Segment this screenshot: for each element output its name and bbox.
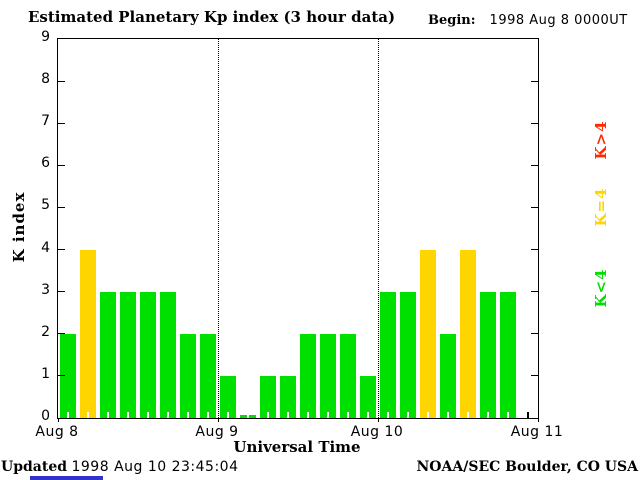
x-minor-tick xyxy=(427,412,429,418)
kp-bar xyxy=(300,334,316,418)
x-minor-tick xyxy=(367,412,369,418)
y-tick-label: 1 xyxy=(41,365,50,382)
x-minor-tick xyxy=(527,412,529,418)
kp-bar xyxy=(280,376,296,418)
y-tick-label: 7 xyxy=(41,113,50,130)
kp-bar xyxy=(400,292,416,418)
kp-bar xyxy=(140,292,156,418)
kp-bar xyxy=(220,376,236,418)
x-minor-tick xyxy=(147,412,149,418)
x-tick-label: Aug 10 xyxy=(350,424,404,440)
legend-k-eq-4: K=4 xyxy=(592,187,610,227)
x-minor-tick xyxy=(267,412,269,418)
kp-bar xyxy=(260,376,276,418)
kp-bar xyxy=(100,292,116,418)
x-minor-tick xyxy=(487,412,489,418)
x-tick-label: Aug 11 xyxy=(510,424,564,440)
x-minor-tick xyxy=(387,412,389,418)
x-minor-tick xyxy=(287,412,289,418)
kp-bar xyxy=(120,292,136,418)
y-tick-right xyxy=(531,291,538,293)
x-day-tick xyxy=(378,418,379,422)
y-tick-left xyxy=(58,333,65,335)
x-minor-tick xyxy=(407,412,409,418)
x-day-tick xyxy=(58,418,59,422)
x-minor-tick xyxy=(67,412,69,418)
blue-bar xyxy=(30,476,103,480)
y-tick-right xyxy=(531,249,538,251)
x-day-tick xyxy=(538,418,539,422)
y-tick-label: 9 xyxy=(41,29,50,45)
kp-bar xyxy=(360,376,376,418)
day-divider xyxy=(378,39,379,418)
x-minor-tick xyxy=(227,412,229,418)
kp-bar xyxy=(60,334,76,418)
y-tick-right xyxy=(531,164,538,166)
kp-bar xyxy=(160,292,176,418)
y-tick-left xyxy=(58,249,65,251)
y-tick-label: 5 xyxy=(41,197,50,214)
begin-value: 1998 Aug 8 0000UT xyxy=(489,13,628,28)
plot-area xyxy=(57,38,539,422)
x-day-tick xyxy=(218,418,219,422)
updated-timestamp: Updated 1998 Aug 10 23:45:04 xyxy=(1,459,239,475)
x-minor-tick xyxy=(507,412,509,418)
day-divider xyxy=(218,39,219,418)
kp-bar xyxy=(80,250,96,418)
x-minor-tick xyxy=(247,412,249,418)
y-tick-right xyxy=(531,333,538,335)
kp-bar xyxy=(200,334,216,418)
kp-bar xyxy=(180,334,196,418)
y-tick-left xyxy=(58,164,65,166)
y-tick-right xyxy=(531,122,538,124)
x-tick-label: Aug 8 xyxy=(35,424,79,440)
kp-bar xyxy=(420,250,436,418)
x-axis-title: Universal Time xyxy=(233,438,361,456)
updated-value: 1998 Aug 10 23:45:04 xyxy=(71,459,239,475)
x-minor-tick xyxy=(87,412,89,418)
x-minor-tick xyxy=(327,412,329,418)
chart-title: Estimated Planetary Kp index (3 hour dat… xyxy=(28,8,396,26)
y-tick-right xyxy=(531,80,538,82)
x-minor-tick xyxy=(167,412,169,418)
x-minor-tick xyxy=(467,412,469,418)
y-tick-label: 0 xyxy=(41,408,50,424)
legend-k-gt-4: K>4 xyxy=(592,120,610,160)
y-tick-right xyxy=(531,375,538,377)
x-minor-tick xyxy=(107,412,109,418)
begin-annotation: Begin: 1998 Aug 8 0000UT xyxy=(428,13,628,28)
y-tick-label: 4 xyxy=(41,239,50,256)
updated-label: Updated xyxy=(1,459,68,475)
x-minor-tick xyxy=(127,412,129,418)
kp-bar xyxy=(440,334,456,418)
y-tick-label: 3 xyxy=(41,281,50,298)
y-tick-label: 8 xyxy=(41,71,50,88)
y-tick-label: 2 xyxy=(41,323,50,340)
kp-bar xyxy=(480,292,496,418)
x-minor-tick xyxy=(187,412,189,418)
y-tick-left xyxy=(58,80,65,82)
kp-bar xyxy=(320,334,336,418)
kp-bar xyxy=(340,334,356,418)
x-minor-tick xyxy=(307,412,309,418)
kp-bar xyxy=(380,292,396,418)
y-tick-left xyxy=(58,122,65,124)
y-tick-left xyxy=(58,291,65,293)
y-tick-right xyxy=(531,206,538,208)
x-minor-tick xyxy=(447,412,449,418)
legend-k-lt-4: K<4 xyxy=(592,268,610,308)
y-tick-left xyxy=(58,375,65,377)
x-minor-tick xyxy=(207,412,209,418)
begin-label: Begin: xyxy=(428,13,476,28)
x-minor-tick xyxy=(347,412,349,418)
kp-bar xyxy=(460,250,476,418)
y-tick-label: 6 xyxy=(41,155,50,172)
y-tick-left xyxy=(58,206,65,208)
kp-bar xyxy=(500,292,516,418)
x-tick-label: Aug 9 xyxy=(195,424,239,440)
noaa-credit: NOAA/SEC Boulder, CO USA xyxy=(416,459,639,475)
